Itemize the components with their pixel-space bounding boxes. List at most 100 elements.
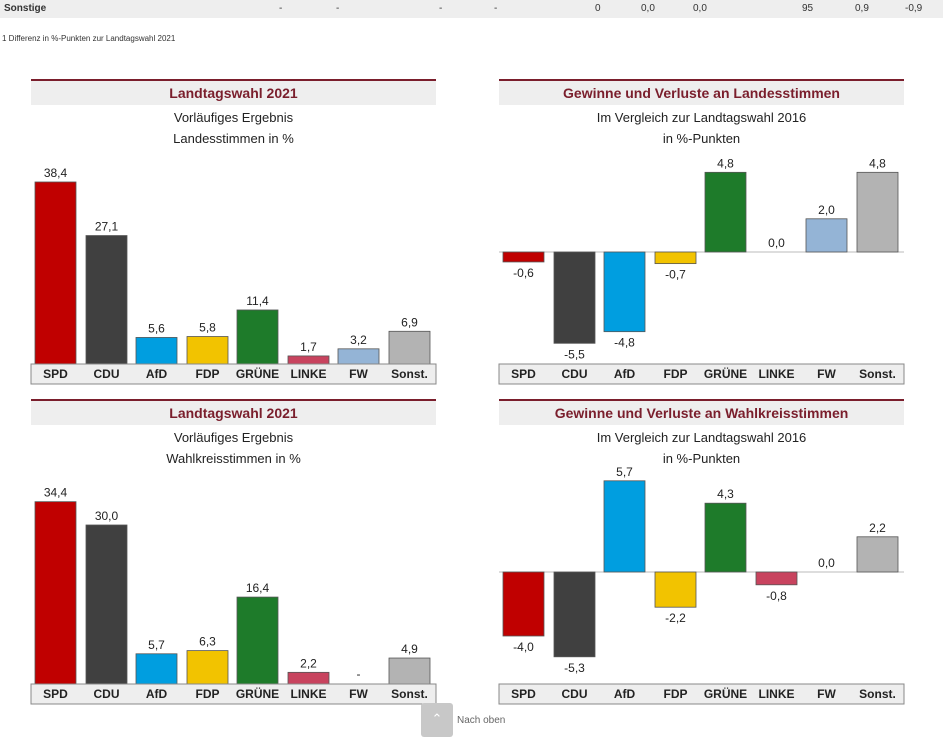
data-label: 4,8	[717, 156, 734, 170]
chart-wahlkreisstimmen: Landtagswahl 2021 Vorläufiges Ergebnis W…	[30, 399, 437, 705]
data-label: -0,6	[513, 266, 534, 280]
tick-label: FDP	[664, 367, 688, 381]
bar-sonst-	[856, 536, 899, 573]
data-label: 5,6	[148, 321, 165, 335]
tick-label: SPD	[511, 687, 536, 701]
data-label: 5,8	[199, 321, 216, 335]
bar-cdu	[553, 251, 596, 344]
bar-linke	[287, 355, 330, 365]
data-label: 11,4	[246, 294, 269, 308]
tick-label: CDU	[94, 687, 120, 701]
data-label: 2,0	[818, 203, 835, 217]
bar-fdp	[654, 571, 697, 608]
bar-spd	[502, 251, 545, 263]
bar-gruene	[704, 171, 747, 253]
tick-label: LINKE	[291, 687, 327, 701]
bar-sonst-	[856, 171, 899, 253]
chart-subtitle: Im Vergleich zur Landtagswahl 2016	[596, 430, 807, 445]
data-label: 2,2	[300, 656, 317, 670]
data-label: 1,7	[300, 340, 317, 354]
tick-label: FDP	[196, 367, 220, 381]
table-cell: 0	[595, 3, 601, 14]
tick-label: LINKE	[759, 367, 795, 381]
tick-label: Sonst.	[391, 367, 428, 381]
table-cell: 0,0	[693, 3, 707, 14]
tick-label: AfD	[614, 687, 636, 701]
data-label: 27,1	[95, 220, 119, 234]
bar-gruene	[704, 502, 747, 573]
data-label: 0,0	[768, 236, 785, 250]
bar-spd	[34, 181, 77, 365]
chart-title: Landtagswahl 2021	[31, 79, 436, 105]
table-cell: -0,9	[905, 3, 923, 14]
data-label: 16,4	[246, 581, 270, 595]
data-label: 4,9	[401, 642, 418, 656]
data-label: 34,4	[44, 486, 68, 500]
chart-title: Gewinne und Verluste an Wahlkreisstimmen	[499, 399, 904, 425]
data-label: 0,0	[818, 556, 835, 570]
table-row-sonstige: Sonstige - - - - 0 0,0 0,0 95 0,9 -0,9	[0, 0, 943, 18]
bar-fdp	[186, 336, 229, 365]
bar-chart: -4,0 SPD -5,3 CDU 5,7 AfD -2,2 FDP 4,3 GRÜNE -0,8 L…	[498, 465, 905, 705]
chart-title: Gewinne und Verluste an Landesstimmen	[499, 79, 904, 105]
tick-label: AfD	[614, 367, 636, 381]
table-cell: -	[279, 3, 283, 14]
bar-linke	[287, 671, 330, 685]
footnote: 1 Differenz in %-Punkten zur Landtagswah…	[2, 34, 176, 43]
tick-label: CDU	[562, 687, 588, 701]
tick-label: FDP	[664, 687, 688, 701]
bar-cdu	[553, 571, 596, 658]
tick-label: FDP	[196, 687, 220, 701]
tick-label: SPD	[43, 687, 68, 701]
data-label: -0,7	[665, 268, 686, 282]
chart-gewinne-verluste-wahlkreisstimmen: Gewinne und Verluste an Wahlkreisstimmen…	[498, 399, 905, 705]
chart-landesstimmen: Landtagswahl 2021 Vorläufiges Ergebnis L…	[30, 79, 437, 385]
bar-gruene	[236, 596, 279, 685]
data-label: 38,4	[44, 166, 68, 180]
bar-fdp	[654, 251, 697, 265]
table-cell: 95	[802, 3, 814, 14]
chart-subtitle: Im Vergleich zur Landtagswahl 2016	[596, 110, 807, 125]
tick-label: Sonst.	[859, 367, 896, 381]
scroll-top-label[interactable]: Nach oben	[457, 715, 506, 726]
chart-gewinne-verluste-landesstimmen: Gewinne und Verluste an Landesstimmen Im…	[498, 79, 905, 385]
tick-label: FW	[349, 687, 368, 701]
bar-spd	[502, 571, 545, 637]
tick-label: SPD	[43, 367, 68, 381]
bar-afd	[135, 653, 178, 685]
bar-chart: -0,6 SPD -5,5 CDU -4,8 AfD -0,7 FDP 4,8 GRÜNE 0,0 L…	[498, 156, 905, 385]
data-label: 30,0	[95, 509, 119, 523]
bar-cdu	[85, 235, 128, 365]
bar-fw	[805, 218, 848, 253]
data-label: 6,3	[199, 635, 216, 649]
tick-label: FW	[349, 367, 368, 381]
tick-label: FW	[817, 367, 836, 381]
bar-afd	[135, 337, 178, 365]
data-label: -4,8	[614, 336, 635, 350]
bar-sonst-	[388, 330, 431, 365]
chart-subtitle: Vorläufiges Ergebnis	[173, 430, 294, 445]
data-label: 5,7	[616, 465, 633, 479]
tick-label: GRÜNE	[236, 366, 279, 381]
chart-subtitle: Vorläufiges Ergebnis	[173, 110, 294, 125]
bar-cdu	[85, 524, 128, 685]
chart-subtitle: in %-Punkten	[662, 131, 741, 146]
table-cell: -	[439, 3, 443, 14]
bar-gruene	[236, 309, 279, 365]
bar-fw	[337, 348, 380, 365]
scroll-top-button[interactable]: ⌃	[421, 703, 453, 737]
chart-title: Landtagswahl 2021	[31, 399, 436, 425]
x-axis	[498, 363, 905, 385]
bar-afd	[603, 251, 646, 333]
data-label: -5,3	[564, 661, 585, 675]
x-axis	[30, 683, 437, 705]
data-label: -	[357, 667, 361, 681]
bar-chart: 34,4 SPD 30,0 CDU 5,7 AfD 6,3 FDP 16,4 GRÜNE 2,2 LI…	[30, 486, 437, 705]
tick-label: LINKE	[759, 687, 795, 701]
chart-subtitle: Wahlkreisstimmen in %	[166, 451, 301, 466]
x-axis	[30, 363, 437, 385]
tick-label: LINKE	[291, 367, 327, 381]
data-label: 4,3	[717, 487, 734, 501]
bar-spd	[34, 501, 77, 685]
tick-label: GRÜNE	[704, 686, 747, 701]
